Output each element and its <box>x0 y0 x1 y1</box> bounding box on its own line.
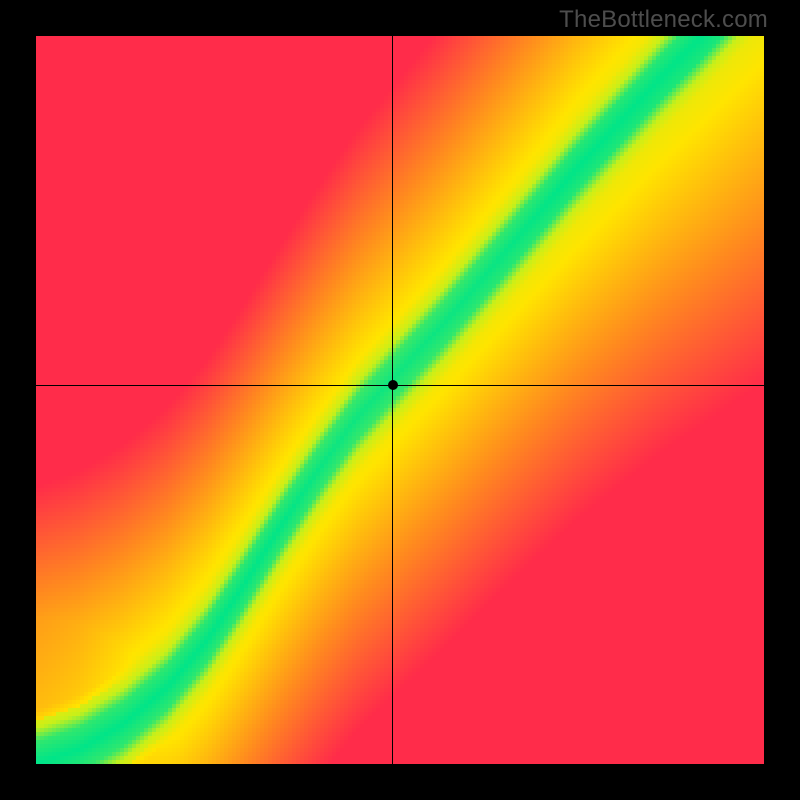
heatmap-canvas <box>36 36 764 764</box>
plot-area <box>36 36 764 764</box>
watermark-text: TheBottleneck.com <box>559 6 768 34</box>
chart-frame: TheBottleneck.com <box>0 0 800 800</box>
